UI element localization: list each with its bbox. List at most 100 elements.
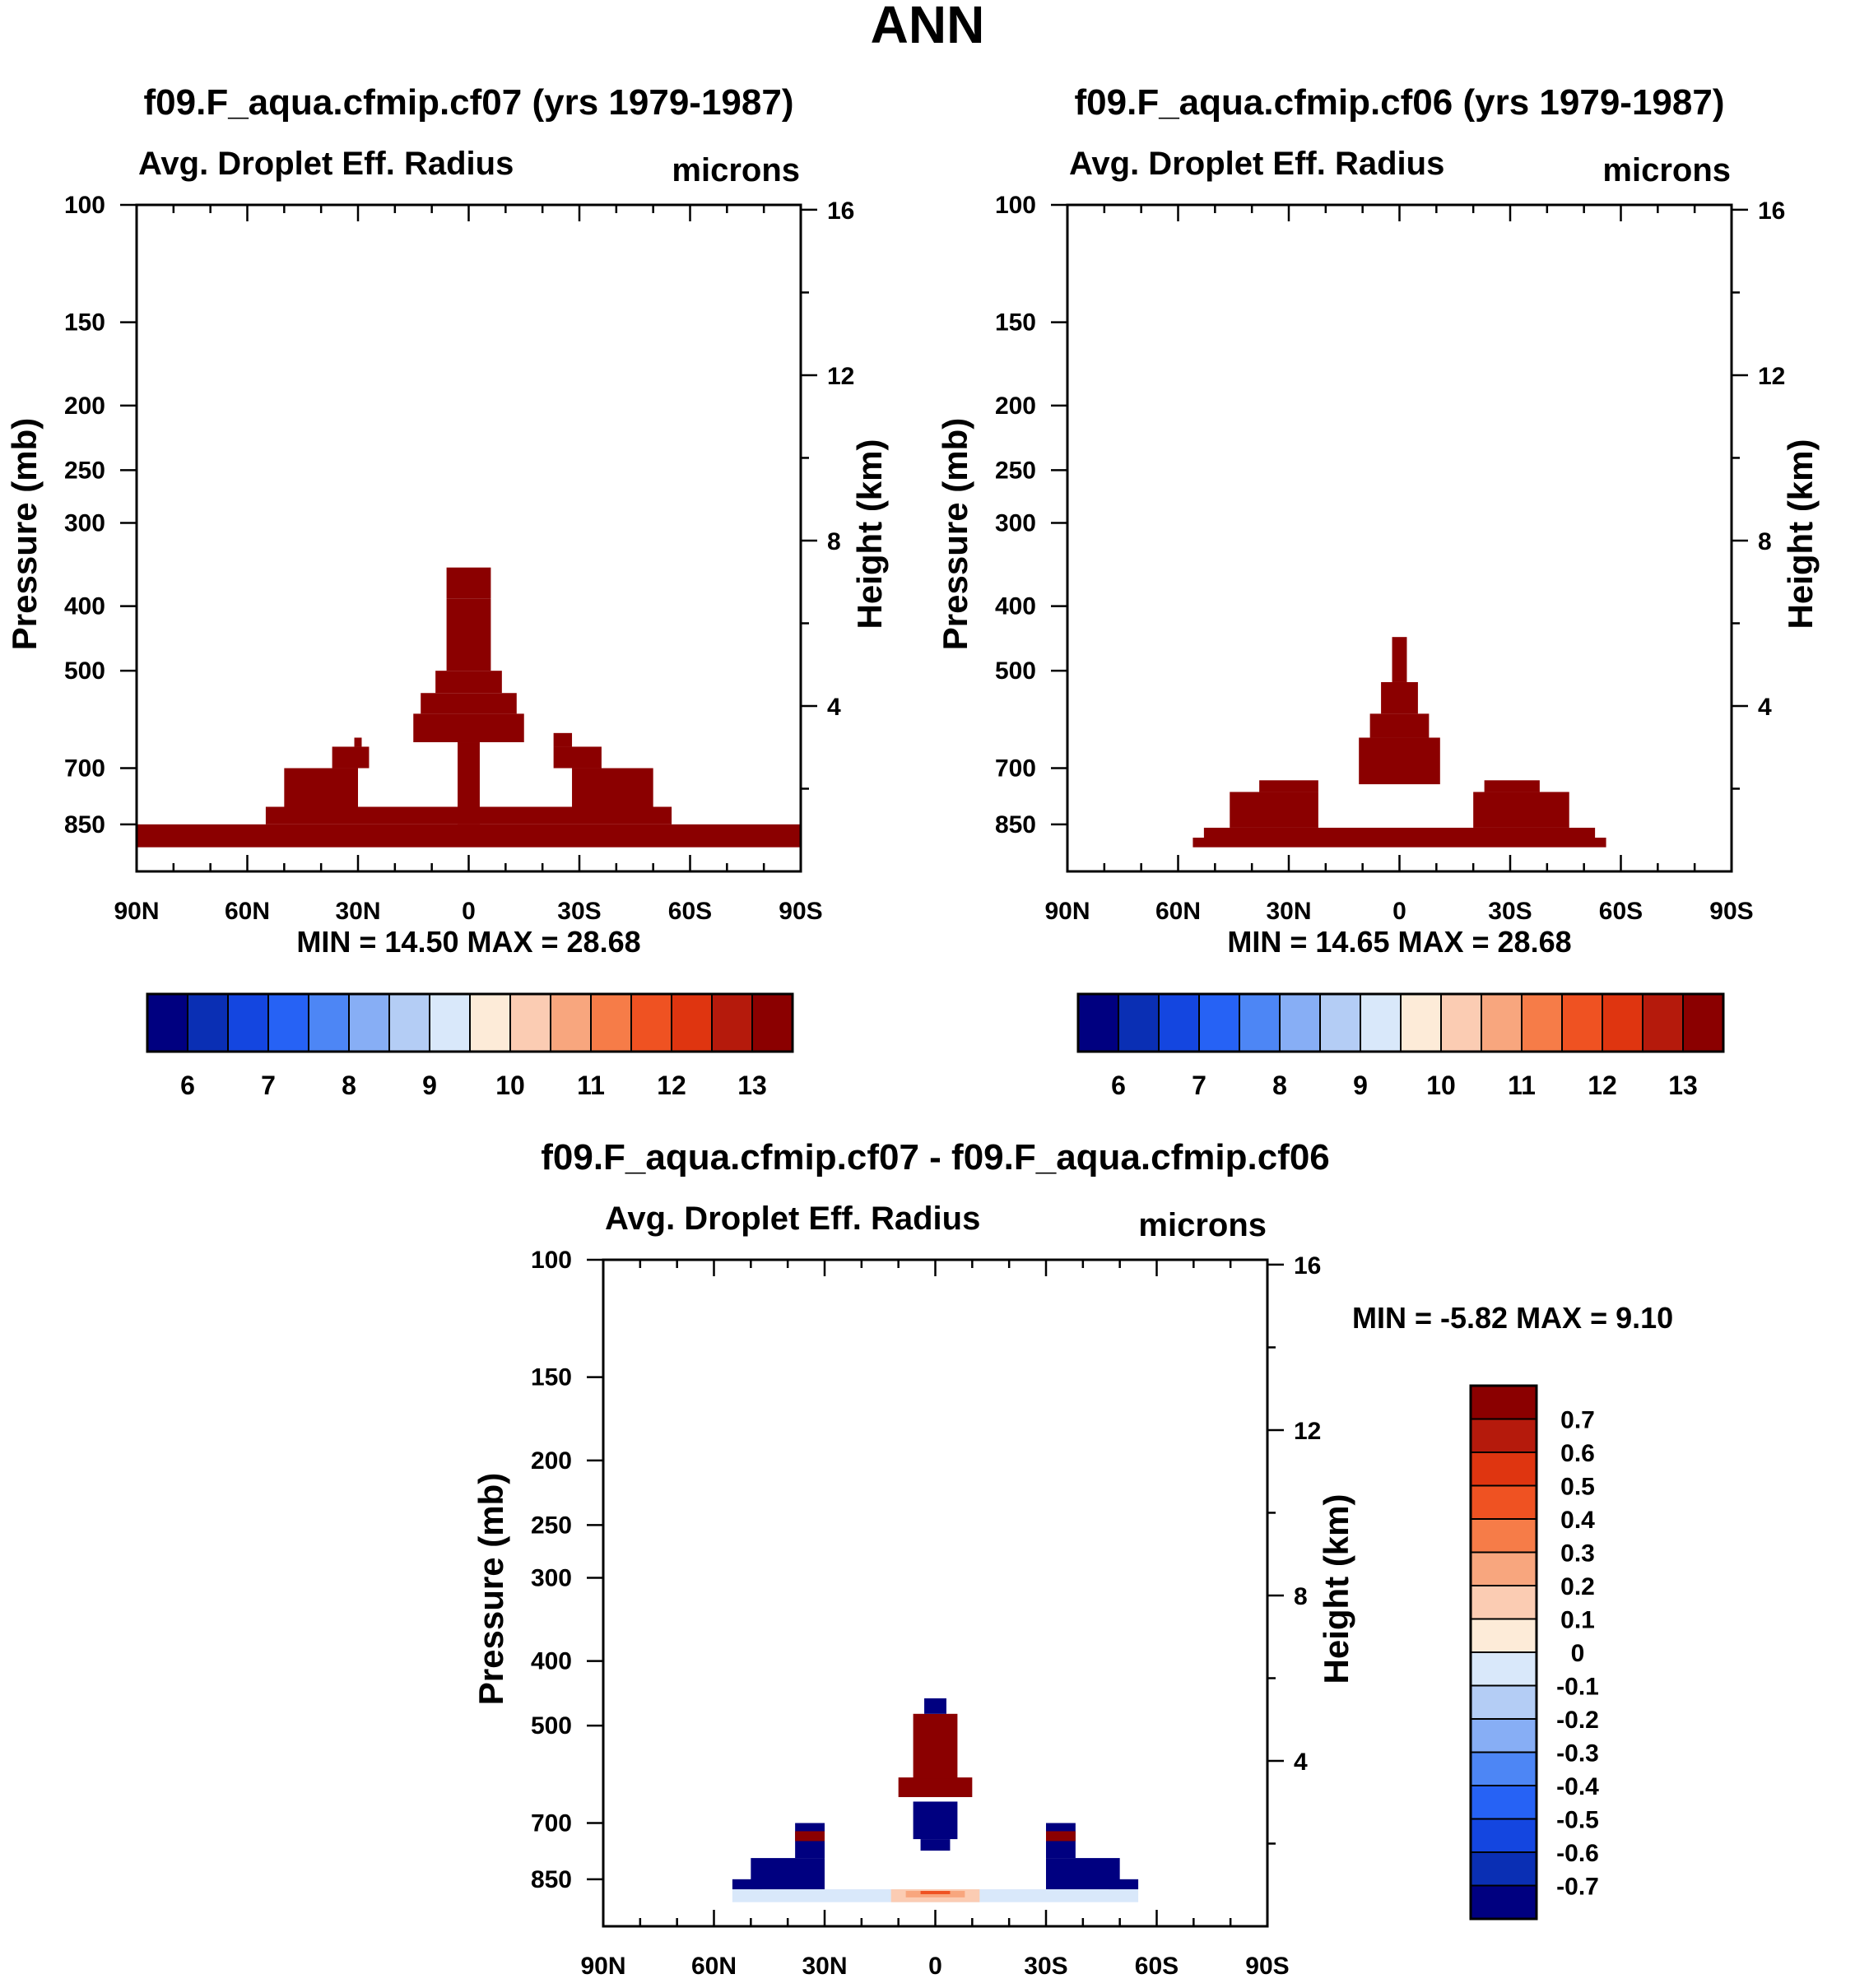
y2-tick-label: 12: [1294, 1418, 1321, 1445]
y2-tick-label: 16: [827, 197, 854, 225]
colorbar-label: 11: [577, 1071, 605, 1100]
colorbar-label: 10: [1426, 1071, 1456, 1100]
colorbar-label: -0.6: [1556, 1840, 1599, 1867]
y-tick-label: 700: [531, 1810, 572, 1837]
data-cell: [920, 1839, 951, 1851]
y-tick-label: 400: [531, 1648, 572, 1675]
y-tick-label: 200: [64, 392, 105, 420]
y-tick-label: 400: [995, 593, 1036, 620]
colorbar-label: -0.7: [1556, 1874, 1599, 1901]
y2-tick-label: 16: [1758, 197, 1785, 225]
data-cell: [354, 737, 362, 747]
colorbar-box: [1602, 993, 1643, 1052]
colorbar-label: -0.1: [1556, 1674, 1599, 1701]
colorbar-label: 11: [1508, 1071, 1536, 1100]
data-cell: [920, 1891, 951, 1894]
data-layer: [1192, 637, 1606, 848]
colorbar-box: [429, 993, 471, 1052]
right-string: microns: [1138, 1207, 1267, 1243]
data-cell: [553, 746, 602, 769]
plot-cf06: f09.F_aqua.cfmip.cf06 (yrs 1979-1987) Avg…: [936, 82, 1820, 1100]
y-tick-label: 850: [531, 1866, 572, 1893]
data-cell: [1381, 681, 1418, 714]
minmax-text: MIN = 14.65 MAX = 28.68: [1227, 925, 1571, 959]
data-cell: [898, 1777, 973, 1798]
y-tick-label: 300: [531, 1564, 572, 1591]
x-tick-label: 30N: [1266, 898, 1311, 925]
data-cell: [446, 567, 491, 599]
colorbar-box: [1470, 1585, 1537, 1620]
colorbar-label: -0.5: [1556, 1807, 1599, 1834]
colorbar-label: 6: [180, 1071, 195, 1100]
y-tick-label: 100: [995, 192, 1036, 219]
y-tick-label: 850: [995, 811, 1036, 838]
data-cell: [1484, 780, 1540, 792]
x-tick-label: 0: [462, 898, 476, 925]
colorbar-box: [751, 993, 793, 1052]
colorbar-label: 0.1: [1560, 1607, 1595, 1634]
y2-tick-label: 12: [1758, 363, 1785, 390]
data-cell: [1192, 838, 1606, 848]
colorbar-box: [1470, 1385, 1537, 1420]
y2-tick-label: 8: [1758, 528, 1772, 555]
colorbar-label: 10: [495, 1071, 525, 1100]
colorbar-box: [1470, 1818, 1537, 1853]
y2-tick-label: 4: [1294, 1749, 1308, 1776]
colorbar-box: [1481, 993, 1523, 1052]
colorbar-box: [267, 993, 309, 1052]
colorbar-box: [1470, 1418, 1537, 1453]
colorbar-box: [509, 993, 551, 1052]
x-tick-label: 30S: [1488, 898, 1532, 925]
y2-tick-label: 16: [1294, 1252, 1321, 1280]
colorbar-box: [348, 993, 390, 1052]
data-cell: [913, 1713, 958, 1779]
plot-diff: f09.F_aqua.cfmip.cf07 - f09.F_aqua.cfmip…: [472, 1137, 1673, 1980]
x-tick-label: 60N: [1155, 898, 1201, 925]
colorbar-box: [1400, 993, 1442, 1052]
y2-tick-label: 12: [827, 363, 854, 390]
y2-tick-label: 8: [827, 528, 841, 555]
colorbar-label: 7: [261, 1071, 276, 1100]
colorbar-box: [1682, 993, 1724, 1052]
data-cell: [1259, 780, 1318, 792]
colorbar-box: [1158, 993, 1200, 1052]
figure-title: ANN: [871, 0, 985, 54]
colorbar-box: [1077, 993, 1119, 1052]
colorbar-frame: [1076, 992, 1725, 1053]
colorbar-box: [1279, 993, 1321, 1052]
colorbar-label: 9: [422, 1071, 437, 1100]
colorbar-label: -0.2: [1556, 1707, 1599, 1734]
x-tick-label: 0: [928, 1953, 942, 1980]
colorbar-label: 13: [1668, 1071, 1698, 1100]
colorbar-box: [1118, 993, 1160, 1052]
data-cell: [1473, 792, 1569, 828]
data-layer: [732, 1698, 1139, 1902]
colorbar-label: 0.5: [1560, 1474, 1595, 1501]
colorbar-box: [1470, 1651, 1537, 1687]
y2-tick-label: 4: [1758, 694, 1772, 721]
colorbar-box: [1470, 1785, 1537, 1820]
colorbar-box: [1319, 993, 1361, 1052]
colorbar-label: 12: [1588, 1071, 1617, 1100]
data-cell: [913, 1801, 958, 1840]
colorbar-label: 12: [657, 1071, 686, 1100]
colorbar-box: [308, 993, 350, 1052]
colorbar-box: [1470, 1718, 1537, 1753]
colorbar-box: [671, 993, 713, 1052]
colorbar-label: 13: [737, 1071, 767, 1100]
colorbar-box: [1470, 1884, 1537, 1920]
x-tick-label: 30S: [1024, 1953, 1067, 1980]
colorbar-box: [187, 993, 229, 1052]
y2-axis-title: Height (km): [1317, 1494, 1355, 1684]
colorbar-label: 0: [1571, 1640, 1585, 1667]
y-tick-label: 300: [64, 509, 105, 536]
x-tick-label: 30N: [335, 898, 380, 925]
data-cell: [458, 742, 480, 824]
colorbar-box: [1470, 1484, 1537, 1520]
data-cell: [1046, 1858, 1120, 1890]
data-cell: [284, 768, 358, 807]
data-cell: [421, 693, 517, 714]
colorbar-box: [227, 993, 269, 1052]
x-tick-label: 90N: [114, 898, 159, 925]
plot-title: f09.F_aqua.cfmip.cf07 - f09.F_aqua.cfmip…: [541, 1137, 1330, 1177]
